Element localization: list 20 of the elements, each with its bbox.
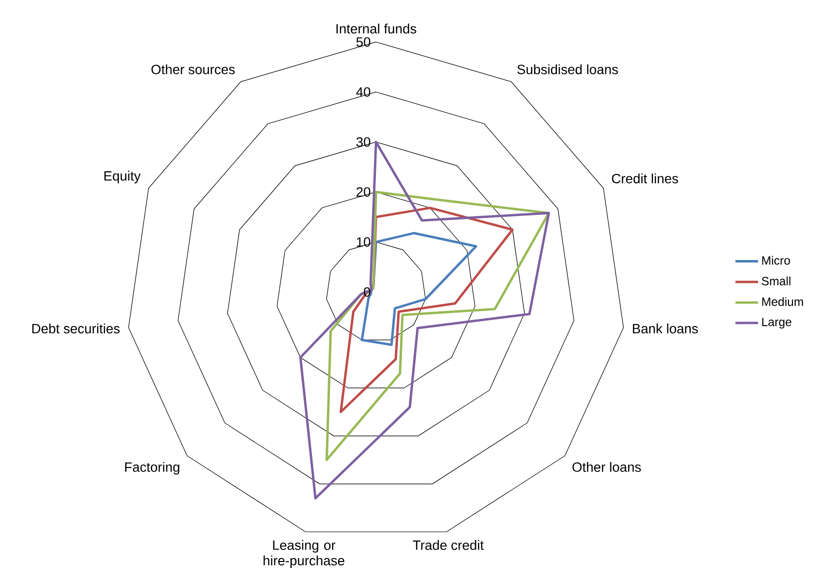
spoke-label: Trade credit: [412, 540, 484, 550]
y-tick-label: 30: [356, 137, 370, 147]
spoke-label: Leasing or hire-purchase: [264, 540, 344, 568]
y-tick-label: 40: [356, 87, 370, 97]
legend-label: Small: [762, 276, 790, 286]
legend-label: Medium: [762, 297, 803, 306]
spoke-label: Bank loans: [632, 324, 698, 334]
y-tick-label: 20: [356, 187, 370, 197]
spoke-label: Debt securities: [32, 324, 120, 334]
legend-label: Micro: [762, 256, 790, 265]
spoke-label: Other sources: [151, 64, 235, 74]
y-tick-label: 50: [356, 37, 370, 47]
spoke-label: Internal funds: [336, 24, 416, 34]
spoke-label: Factoring: [125, 462, 180, 475]
y-tick-label: 10: [356, 237, 370, 247]
spoke-label: Other loans: [572, 462, 641, 472]
legend-label: Large: [762, 318, 792, 329]
spoke-label: Equity: [104, 170, 141, 184]
spoke-label: Credit lines: [612, 173, 678, 184]
spoke-label: Subsidised loans: [517, 64, 618, 74]
